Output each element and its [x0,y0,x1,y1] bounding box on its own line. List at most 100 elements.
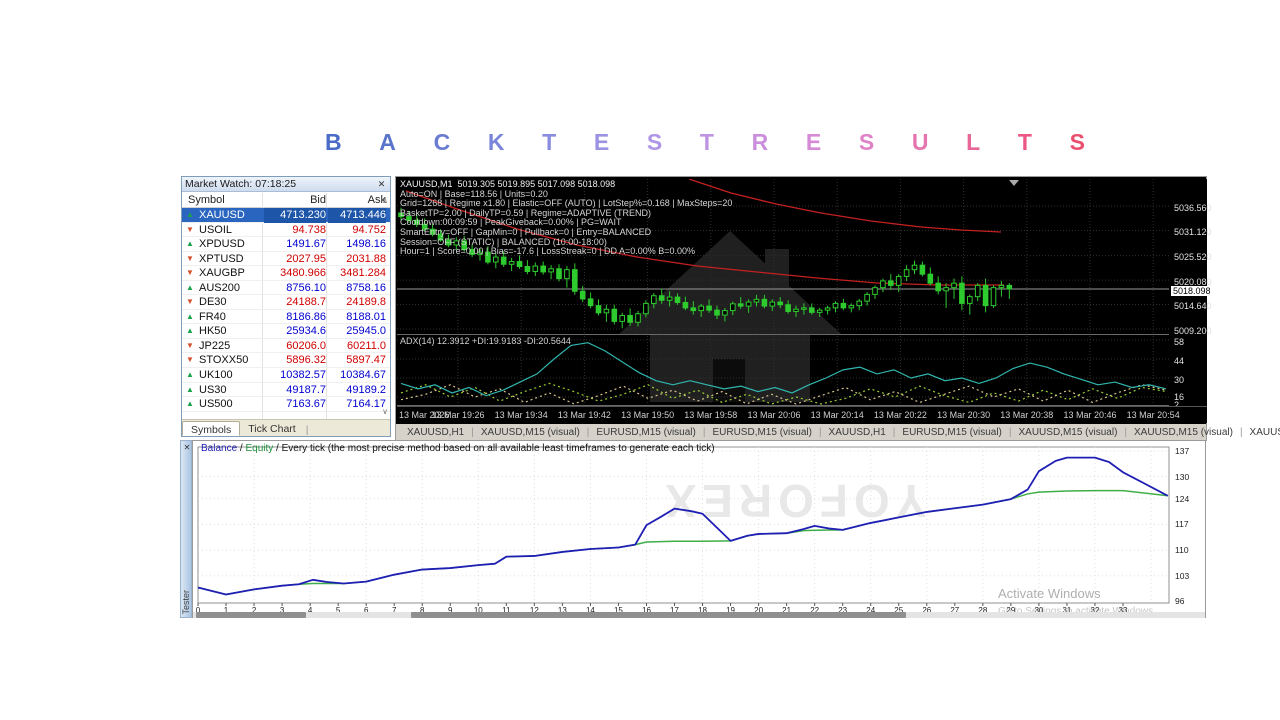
adx-scale-label: 2 [1174,400,1180,410]
tick-up-icon: ▲ [186,384,194,394]
bid-value: 7163.67 [286,398,326,411]
table-row[interactable]: ▼ DE30 24188.7 24189.8 [182,295,390,310]
chart-tab[interactable]: EURUSD,M15 (visual) [902,427,1002,438]
chart-tab[interactable]: EURUSD,M15 (visual) [712,427,812,438]
chart-tab[interactable]: XAUUSD,M15 (visual) [480,427,580,438]
chart-tab[interactable]: XAUUSD,M15 (visual) [1249,427,1280,438]
tab-separator: | [892,427,896,438]
tab-separator: | [471,427,474,438]
ask-value: 25945.0 [346,325,386,338]
symbol-name: UK100 [199,369,233,382]
table-row[interactable]: ▲ US500 7163.67 7164.17 [182,397,390,412]
tab-separator: | [1124,427,1128,438]
table-row[interactable]: ▼ XPTUSD 2027.95 2031.88 [182,252,390,267]
info-line: SmartEntry=OFF | GapMin=0 | Pullback=0 |… [400,226,652,237]
equity-y-tick-label: 124 [1175,493,1190,504]
symbol-name: FR40 [199,310,226,323]
market-watch-titlebar[interactable]: Market Watch: 07:18:25 ✕ [182,177,390,192]
chart-tab[interactable]: XAUUSD,H1 [407,427,465,438]
table-row[interactable]: ▼ JP225 60206.0 60211.0 [182,339,390,354]
tick-down-icon: ▼ [186,268,194,278]
close-icon[interactable]: ✕ [183,443,191,452]
symbol-name: XAUGBP [199,267,245,280]
table-row[interactable]: ▼ USOIL 94.738 94.752 [182,223,390,238]
bid-value: 94.738 [292,223,326,236]
bid-value: 24188.7 [286,296,326,309]
svg-text:18: 18 [698,606,707,615]
table-row[interactable]: ▲ HK50 25934.6 25945.0 [182,324,390,339]
legend-description: / Every tick (the most precise method ba… [273,443,715,454]
symbol-name: XPDUSD [199,238,245,251]
chart-tab[interactable]: EURUSD,M15 (visual) [596,427,696,438]
svg-text:12: 12 [530,606,539,615]
table-row[interactable]: ▲ XPDUSD 1491.67 1498.16 [182,237,390,252]
symbol-name: HK50 [199,325,227,338]
adx-scale-label: 16 [1174,392,1185,402]
equity-y-tick-label: 96 [1175,596,1185,607]
svg-text:30: 30 [1034,606,1043,615]
info-line: Hour=1 | Score=0.00 | Bias=-17.6 | LossS… [400,246,696,257]
tick-up-icon: ▲ [186,311,194,321]
price-axis[interactable]: 5036.560 5031.120 5025.520 5020.080 5014.640… [1170,179,1213,423]
chart-tab[interactable]: XAUUSD,M15 (visual) [1134,427,1233,438]
candlestick-chart[interactable] [397,179,1169,406]
ask-value: 8188.01 [346,310,386,323]
adx-scale-label: 44 [1174,356,1185,366]
column-bid[interactable]: Bid [310,194,326,206]
table-row[interactable]: ▲ US30 49187.7 49189.2 [182,383,390,398]
horizontal-scrollbar[interactable] [193,612,1205,618]
market-watch-header: Symbol Bid Ask ∧ [182,193,390,208]
symbol-name: XPTUSD [199,252,244,265]
market-watch-tab-tick-chart[interactable]: Tick Chart [248,423,296,435]
time-tick-label: 13 Mar 20:54 [1126,410,1180,420]
svg-text:11: 11 [502,606,511,615]
scroll-down-icon[interactable]: ∨ [382,407,388,416]
tab-separator: | [305,424,309,436]
chart-tab[interactable]: XAUUSD,M15 (visual) [1018,427,1118,438]
equity-y-tick-label: 137 [1175,446,1190,456]
info-line: XAUUSD,M1 5019.305 5019.895 5017.098 501… [400,179,616,189]
table-row[interactable]: ▲ FR40 8186.86 8188.01 [182,310,390,325]
table-row[interactable]: ▲ XAUUSD 4713.230 4713.446 [182,208,390,223]
table-row[interactable]: ▼ XAUGBP 3480.966 3481.284 [182,266,390,281]
legend-equity: Equity [245,443,274,454]
equity-y-tick-label: 130 [1175,471,1190,482]
symbol-name: DE30 [199,296,227,309]
title-letter: K [487,128,505,155]
adx-indicator-label: ADX(14) 12.3912 +DI:19.9183 -DI:20.5644 [400,336,571,346]
price-tick-label: 5025.520 [1174,252,1212,262]
tab-separator: | [1008,427,1012,438]
svg-text:32: 32 [1091,606,1100,615]
svg-text:26: 26 [922,606,931,615]
column-symbol[interactable]: Symbol [188,194,225,206]
scrollbar-thumb[interactable] [411,612,906,618]
table-row[interactable]: ▼ STOXX50 5896.32 5897.47 [182,353,390,369]
info-line: Cooldown:00:09:59 | PeakGiveback=0.00% |… [400,217,622,228]
title-letter: S [646,128,663,155]
time-tick-label: 13 Mar 19:50 [621,410,675,420]
table-row[interactable]: ▲ UK100 10382.57 10384.67 [182,368,390,383]
tick-up-icon: ▲ [186,239,194,249]
ask-value: 4713.446 [328,208,386,223]
table-row[interactable]: ▲ AUS200 8756.10 8758.16 [182,281,390,296]
ask-value: 24189.8 [346,296,386,309]
tab-separator: | [818,427,822,438]
market-watch-window: Market Watch: 07:18:25 ✕ Symbol Bid Ask … [181,176,391,437]
balance-equity-chart[interactable]: 0 1 2 3 4 5 6 7 8 9 10 11 12 13 14 15 16 17 18 19 20 21 22 23 24… [193,441,1205,617]
title-letter: E [805,128,822,155]
scroll-up-icon[interactable]: ∧ [382,196,388,205]
time-tick-label: 13 Mar 2026 [399,410,450,420]
scrollbar-thumb[interactable] [196,612,306,618]
tick-down-icon: ▼ [186,340,194,350]
market-watch-tab-symbols[interactable]: Symbols [182,421,241,436]
svg-text:13: 13 [558,606,567,615]
column-ask[interactable]: Ask [367,194,386,206]
market-watch-rows: ▲ XAUUSD 4713.230 4713.446 ▼ USOIL 94.738 94.75… [182,208,390,419]
svg-text:7: 7 [392,606,397,615]
close-icon[interactable]: ✕ [377,178,386,189]
time-axis[interactable]: 13 Mar 2026 13 Mar 19:26 13 Mar 19:34 13 Ma… [397,406,1207,423]
chart-tab[interactable]: XAUUSD,H1 [828,427,886,438]
ask-value: 7164.17 [346,398,386,411]
bid-value: 49187.7 [286,383,326,396]
symbol-name: US500 [199,398,233,411]
